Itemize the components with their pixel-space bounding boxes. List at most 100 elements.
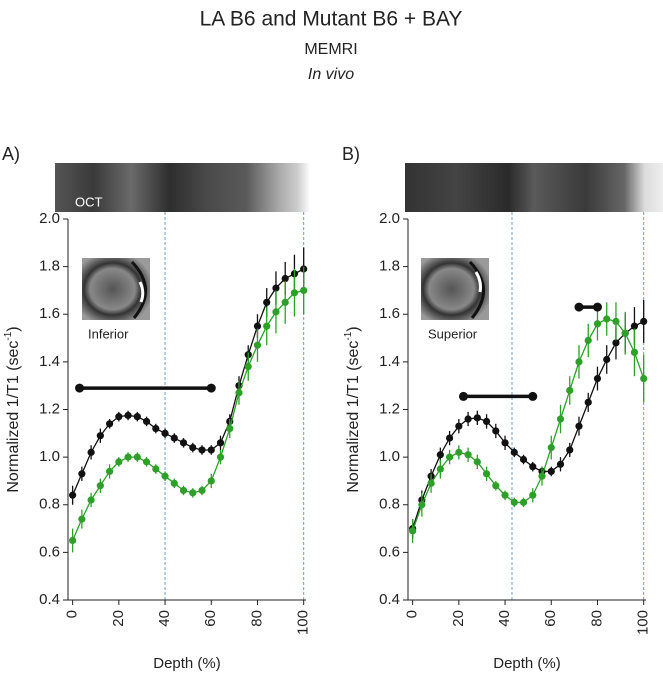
figure-title: LA B6 and Mutant B6 + BAY (200, 8, 463, 31)
x-tick-label: 40 (156, 610, 173, 627)
x-tick-label: 60 (202, 610, 219, 627)
point (455, 422, 463, 430)
point (593, 320, 602, 328)
point (473, 458, 481, 466)
point (198, 446, 206, 454)
point (529, 491, 537, 499)
point (179, 486, 188, 495)
point (584, 336, 592, 345)
point (409, 527, 417, 535)
x-tick-label: 80 (588, 610, 605, 627)
y-tick-label: 1.0 (379, 448, 400, 465)
point (105, 467, 114, 476)
point (630, 348, 639, 356)
point (263, 322, 271, 330)
point (455, 448, 463, 456)
y-tick-label: 1.8 (379, 258, 400, 275)
significance-end (592, 302, 602, 312)
point (547, 467, 555, 476)
point (603, 315, 611, 323)
point (161, 472, 169, 480)
y-axis-label-main: Normalized 1/T1 (sec (5, 341, 22, 493)
y-tick-label: 2.0 (39, 210, 60, 227)
y-tick-label: 1.2 (39, 400, 60, 417)
y-axis-label: Normalized 1/T1 (sec-1) (3, 326, 23, 492)
point (612, 339, 620, 347)
point (640, 317, 648, 325)
panel-label: A) (2, 144, 20, 164)
point (69, 536, 77, 545)
y-tick-label: 0.4 (39, 591, 60, 608)
significance-end (458, 391, 468, 401)
point (189, 444, 197, 452)
point (152, 465, 160, 473)
point (556, 415, 565, 423)
y-tick-label: 1.4 (379, 353, 400, 370)
point (226, 424, 234, 433)
point (115, 458, 123, 466)
point (436, 465, 444, 473)
point (566, 386, 574, 395)
significance-end (75, 383, 85, 393)
point (69, 491, 77, 499)
y-tick-label: 1.4 (39, 353, 60, 370)
point (272, 308, 280, 316)
point (87, 448, 95, 456)
y-tick-label: 1.8 (39, 258, 60, 275)
y-tick-label: 0.6 (379, 543, 400, 560)
x-tick-label: 80 (248, 610, 265, 627)
point (198, 486, 206, 495)
y-tick-label: 0.8 (379, 496, 400, 513)
point (272, 284, 280, 292)
point (510, 498, 518, 506)
point (142, 417, 151, 426)
x-tick-label: 60 (542, 610, 559, 627)
point (207, 446, 215, 454)
point (593, 374, 602, 383)
point (492, 427, 500, 435)
inset-label: Inferior (88, 326, 129, 341)
y-axis-label: Normalized 1/T1 (sec-1) (343, 326, 363, 492)
point (96, 432, 104, 440)
point (290, 289, 299, 297)
point (189, 489, 197, 497)
point (281, 274, 289, 283)
y-tick-label: 1.0 (39, 448, 60, 465)
y-axis-label-main: Normalized 1/T1 (sec (345, 341, 362, 493)
point (170, 434, 178, 442)
point (584, 398, 592, 406)
point (96, 482, 104, 490)
point (445, 453, 454, 461)
x-tick-label: 0 (404, 610, 421, 618)
point (78, 515, 86, 523)
x-tick-label: 100 (635, 610, 652, 635)
point (630, 322, 639, 330)
point (612, 317, 620, 325)
panel-label: B) (342, 144, 360, 164)
strip-label: OCT (75, 194, 103, 209)
point (253, 341, 262, 349)
point (464, 415, 472, 423)
point (519, 498, 528, 506)
y-tick-label: 0.8 (39, 496, 60, 513)
point (547, 444, 555, 452)
inset-arc-mark (138, 281, 145, 303)
point (179, 439, 188, 447)
y-tick-label: 1.2 (379, 400, 400, 417)
x-axis-label: Depth (%) (493, 655, 561, 672)
y-axis-label-sup: -1 (343, 331, 354, 340)
y-tick-label: 2.0 (379, 210, 400, 227)
x-tick-label: 20 (110, 610, 127, 627)
point (529, 463, 537, 471)
point (216, 453, 225, 461)
y-tick-label: 1.6 (39, 305, 60, 322)
point (436, 451, 444, 459)
inset-arc (130, 260, 147, 319)
x-tick-label: 20 (450, 610, 467, 627)
x-tick-label: 40 (496, 610, 513, 627)
point (281, 298, 289, 306)
point (78, 470, 86, 478)
point (566, 446, 574, 454)
point (161, 429, 169, 437)
